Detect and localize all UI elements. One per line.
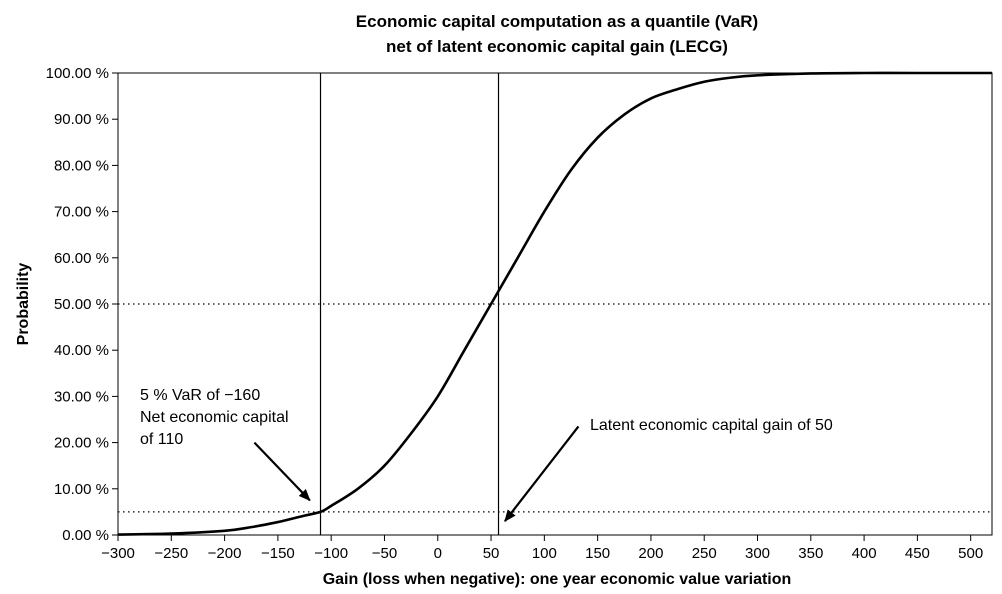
y-tick-label: 40.00 %	[54, 342, 109, 359]
x-tick-label: 50	[483, 545, 500, 562]
y-tick-label: 10.00 %	[54, 481, 109, 498]
y-tick-label: 30.00 %	[54, 388, 109, 405]
x-tick-label: 300	[745, 545, 770, 562]
cumulative-probability-line-0	[117, 71, 992, 536]
y-tick-label: 50.00 %	[54, 296, 109, 313]
x-tick-label: 500	[958, 545, 983, 562]
y-tick-label: 60.00 %	[54, 250, 109, 267]
x-tick-label: 100	[532, 545, 557, 562]
x-tick-label: −250	[154, 545, 188, 562]
annotation-text-line: Net economic capital	[140, 409, 289, 426]
annotation-0: 5 % VaR of −160 Net economic capital of 11…	[140, 387, 311, 502]
x-tick-label: −100	[314, 545, 348, 562]
annotation-1: Latent economic capital gain of 50	[504, 417, 833, 522]
annotation-layer: 5 % VaR of −160 Net economic capital of 11…	[140, 387, 833, 522]
annotation-text-line: of 110	[140, 431, 183, 448]
x-tick-label: −50	[372, 545, 397, 562]
chart-title-line-1: Economic capital computation as a quanti…	[356, 12, 758, 31]
y-axis-label: Probability	[15, 263, 32, 346]
y-tick-label: 80.00 %	[54, 157, 109, 174]
annotation-arrow	[253, 441, 311, 502]
x-tick-label: −200	[208, 545, 242, 562]
series-layer	[117, 71, 992, 536]
y-tick-label: 0.00 %	[62, 527, 109, 544]
x-tick-label: 350	[798, 545, 823, 562]
y-tick-label: 70.00 %	[54, 204, 109, 221]
annotation-arrow	[504, 425, 580, 522]
reference-lines	[118, 73, 992, 535]
chart-title: Economic capital computation as a quanti…	[356, 12, 758, 56]
y-axis-ticks: 0.00 % 10.00 % 20.00 % 30.00 % 40.00 % 50.00 …	[46, 65, 118, 544]
x-axis-label: Gain (loss when negative): one year econ…	[323, 571, 792, 588]
x-axis-ticks: −300 −250 −200 −150 −100 −50 0 50 100 150 200 250 30…	[101, 535, 983, 562]
annotation-text-line: Latent economic capital gain of 50	[590, 417, 833, 434]
x-tick-label: 200	[638, 545, 663, 562]
x-tick-label: 450	[905, 545, 930, 562]
x-tick-label: 0	[434, 545, 442, 562]
chart-title-line-2: net of latent economic capital gain (LEC…	[386, 37, 728, 56]
x-tick-label: −150	[261, 545, 295, 562]
y-tick-label: 100.00 %	[46, 65, 109, 82]
y-tick-label: 90.00 %	[54, 111, 109, 128]
x-tick-label: 400	[852, 545, 877, 562]
y-tick-label: 20.00 %	[54, 435, 109, 452]
x-tick-label: −300	[101, 545, 135, 562]
x-tick-label: 250	[692, 545, 717, 562]
x-tick-label: 150	[585, 545, 610, 562]
annotation-text-line: 5 % VaR of −160	[140, 387, 260, 404]
